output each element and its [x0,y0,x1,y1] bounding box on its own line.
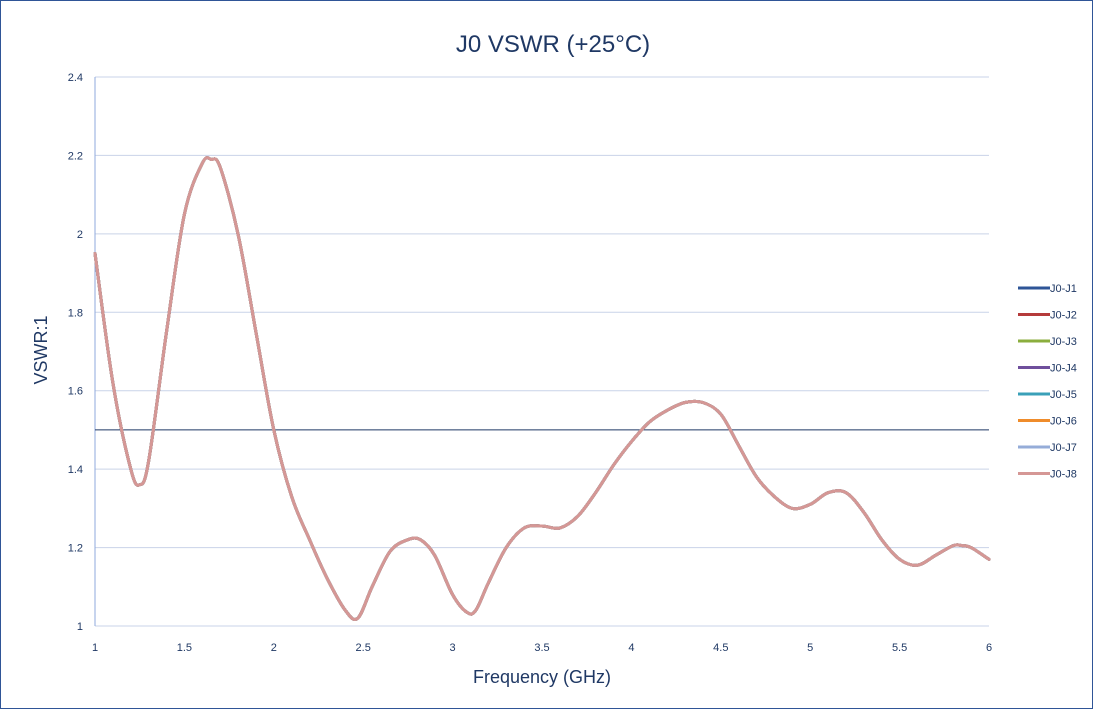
x-tick-label: 4 [628,642,634,654]
legend-label: J0-J2 [1050,310,1077,322]
legend-item: J0-J6 [1018,416,1077,428]
series-line-j0-j8 [93,156,991,622]
legend-item: J0-J2 [1018,310,1077,322]
legend-item: J0-J4 [1018,363,1077,375]
legend-item: J0-J8 [1018,469,1077,481]
x-tick-label: 6 [986,642,992,654]
y-tick-label: 1.6 [68,386,83,398]
y-axis-title: VSWR:1 [31,315,51,384]
grid-lines [95,76,989,627]
y-tick-label: 1 [77,621,83,633]
x-tick-label: 2 [271,642,277,654]
series-line-j0-j5 [93,156,991,622]
y-tick-labels: 1 1.2 1.4 1.6 1.8 2 2.2 2.4 [68,72,83,633]
x-tick-labels: 1 1.5 2 2.5 3 3.5 4 4.5 5 5.5 6 [92,642,992,654]
legend-item: J0-J7 [1018,442,1077,454]
x-tick-label: 1.5 [177,642,192,654]
legend-item: J0-J3 [1018,336,1077,348]
legend-label: J0-J3 [1050,336,1077,348]
legend-item: J0-J5 [1018,389,1077,401]
legend-label: J0-J5 [1050,389,1077,401]
series-line-j0-j7 [93,156,991,622]
y-tick-label: 1.8 [68,307,83,319]
legend-label: J0-J4 [1050,363,1077,375]
legend-item: J0-J1 [1018,283,1077,295]
y-tick-label: 2.2 [68,150,83,162]
legend-label: J0-J7 [1050,442,1077,454]
series-line-j0-j3 [93,156,991,622]
x-tick-label: 2.5 [356,642,371,654]
x-tick-label: 3 [450,642,456,654]
y-tick-label: 1.4 [68,464,83,476]
series-line-j0-j2 [93,156,991,622]
x-tick-label: 4.5 [713,642,728,654]
x-axis-title: Frequency (GHz) [473,667,611,687]
y-tick-label: 1.2 [68,543,83,555]
series-line-j0-j1 [93,156,991,622]
series-line-j0-j6 [93,156,991,622]
legend: J0-J1 J0-J2 J0-J3 J0-J4 J0-J5 J0-J6 J0-J7 J0-J8 [1018,283,1077,481]
x-tick-label: 3.5 [534,642,549,654]
y-tick-label: 2.4 [68,72,83,84]
series-line-j0-j4 [93,156,991,622]
legend-label: J0-J6 [1050,416,1077,428]
y-tick-label: 2 [77,229,83,241]
legend-label: J0-J8 [1050,469,1077,481]
legend-label: J0-J1 [1050,283,1077,295]
x-tick-label: 5.5 [892,642,907,654]
series-lines [93,156,991,622]
chart-title: J0 VSWR (+25°C) [456,31,650,58]
x-tick-label: 1 [92,642,98,654]
x-tick-label: 5 [807,642,813,654]
